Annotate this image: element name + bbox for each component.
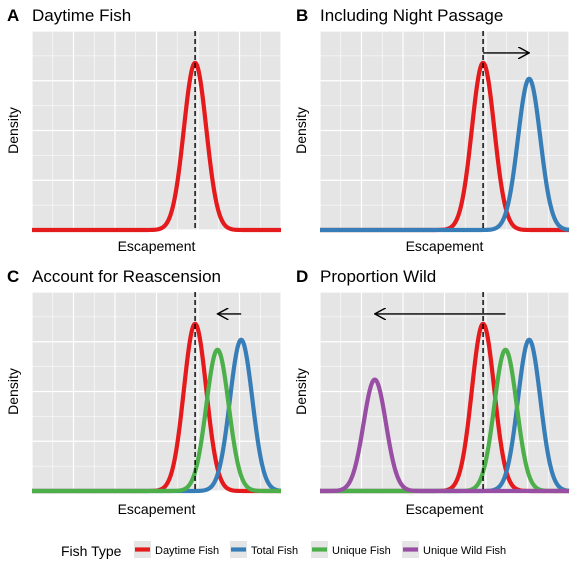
panel-letter: D (296, 267, 308, 286)
y-axis-label: Density (5, 107, 21, 154)
x-axis-label: Escapement (118, 501, 196, 517)
density-curve-total-fish (318, 76, 571, 233)
density-curve-unique-fish (30, 347, 283, 494)
legend-item-label: Unique Fish (332, 545, 391, 557)
legend-item: Total Fish (230, 541, 298, 558)
panel-d: Proportion Wild D Escapement Density (293, 267, 571, 517)
legend-item-label: Daytime Fish (155, 545, 219, 557)
y-axis-label: Density (293, 107, 309, 154)
legend-item-label: Total Fish (251, 545, 298, 557)
legend: Fish Type Daytime Fish Total Fish Unique Fi… (61, 541, 506, 559)
x-axis-label: Escapement (406, 501, 484, 517)
x-axis-label: Escapement (406, 238, 484, 254)
panel-title: Account for Reascension (32, 267, 221, 286)
x-axis-label: Escapement (118, 238, 196, 254)
panel-b: Including Night Passage B Escapement Densit… (293, 6, 571, 254)
legend-item-label: Unique Wild Fish (423, 545, 506, 557)
panel-title: Proportion Wild (320, 267, 436, 286)
density-curve-unique-wild-fish (318, 377, 571, 494)
panel-letter: A (7, 6, 19, 25)
density-curve-daytime-fish (30, 60, 283, 233)
panel-c: Account for Reascension C Escapement Densit… (5, 267, 283, 517)
legend-item: Daytime Fish (134, 541, 219, 558)
panel-title: Including Night Passage (320, 6, 503, 25)
panel-letter: C (7, 267, 19, 286)
y-axis-label: Density (293, 368, 309, 415)
panel-a: Daytime Fish A Escapement Density (5, 6, 283, 254)
panel-title: Daytime Fish (32, 6, 131, 25)
y-axis-label: Density (5, 368, 21, 415)
legend-title: Fish Type (61, 543, 122, 559)
legend-item: Unique Wild Fish (402, 541, 506, 558)
legend-item: Unique Fish (311, 541, 391, 558)
panel-letter: B (296, 6, 308, 25)
